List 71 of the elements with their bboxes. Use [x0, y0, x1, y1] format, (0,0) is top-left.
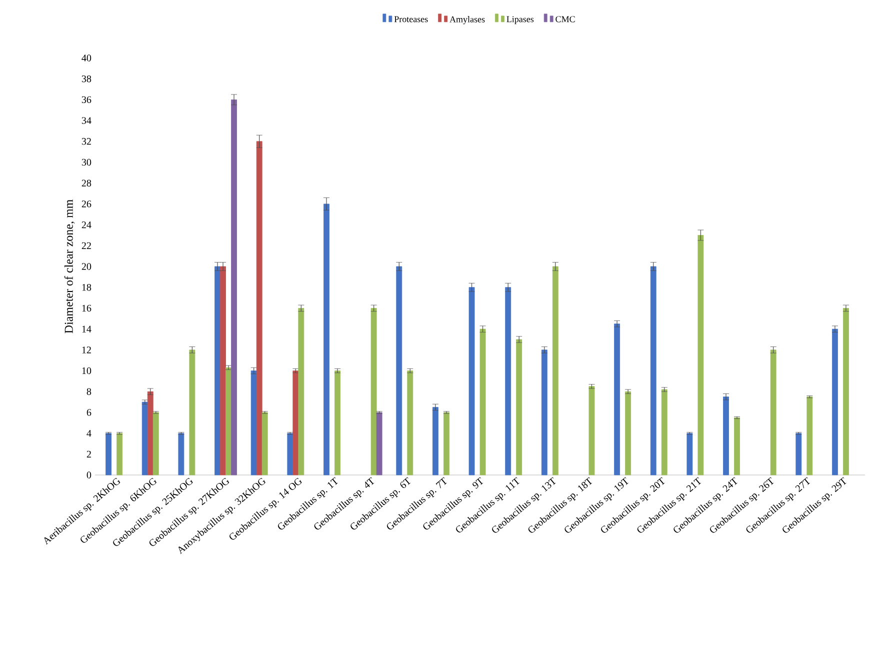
bar — [734, 417, 740, 476]
bar — [832, 328, 838, 476]
bar — [516, 339, 522, 476]
bar — [468, 287, 475, 476]
y-tick-label: 4 — [86, 430, 92, 437]
y-tick-label: 16 — [82, 304, 92, 312]
y-tick-label: 24 — [82, 221, 92, 228]
bar — [298, 308, 304, 476]
bar — [723, 396, 729, 476]
bar — [256, 141, 262, 476]
bar — [370, 308, 377, 476]
y-tick-label: 8 — [86, 388, 92, 395]
bar — [287, 433, 294, 476]
bar — [292, 370, 299, 476]
legend-label: Proteases — [394, 16, 428, 22]
bar — [552, 266, 558, 476]
y-tick-label: 12 — [82, 346, 91, 354]
bar — [796, 433, 802, 476]
y-tick-label: 28 — [82, 180, 92, 186]
y-tick-label: 38 — [82, 75, 92, 82]
bar — [250, 370, 257, 476]
bar — [231, 99, 237, 476]
y-tick-label: 14 — [82, 326, 92, 332]
bar — [396, 266, 402, 476]
y-tick-label: 30 — [82, 158, 92, 166]
bar — [226, 367, 232, 476]
bar — [661, 389, 668, 476]
bar — [770, 350, 776, 476]
bar — [178, 433, 184, 476]
bar — [432, 407, 438, 476]
bar — [106, 433, 112, 476]
y-tick-label: 22 — [82, 242, 91, 249]
bar — [142, 402, 148, 476]
bar — [625, 391, 631, 476]
bar — [806, 396, 813, 476]
bar — [843, 308, 849, 476]
y-tick-label: 36 — [82, 96, 92, 104]
y-tick-label: 40 — [82, 54, 92, 62]
y-tick-label: 10 — [82, 367, 92, 374]
bar — [116, 433, 122, 476]
bar — [541, 350, 548, 476]
bar — [686, 433, 693, 476]
y-tick-label: 26 — [82, 200, 92, 208]
y-tick-label: 20 — [82, 263, 92, 270]
bar — [324, 204, 330, 476]
bar — [505, 287, 512, 476]
bar — [152, 412, 159, 476]
bar — [220, 266, 226, 476]
bar — [614, 324, 620, 476]
bar — [147, 391, 154, 476]
y-tick-label: 6 — [86, 409, 92, 416]
bar — [650, 266, 656, 476]
legend-label: CMC — [556, 16, 575, 22]
bar — [334, 370, 340, 476]
y-tick-label: 32 — [82, 138, 91, 145]
bar — [214, 266, 220, 476]
bar — [443, 412, 450, 476]
y-tick-label: 0 — [86, 472, 92, 478]
y-tick-label: 34 — [82, 117, 92, 124]
legend-label: Lipases — [506, 16, 534, 24]
bar — [262, 412, 268, 476]
bar — [189, 350, 196, 476]
bar — [698, 235, 704, 476]
y-tick-label: 2 — [86, 450, 91, 458]
legend-label: Amylases — [450, 16, 485, 24]
bar — [407, 370, 414, 476]
bar — [480, 328, 486, 476]
y-tick-label: 18 — [82, 284, 92, 291]
y-axis-title: Diameter of clear zone, mm — [64, 200, 75, 334]
bar — [376, 412, 382, 476]
bar — [588, 386, 595, 476]
